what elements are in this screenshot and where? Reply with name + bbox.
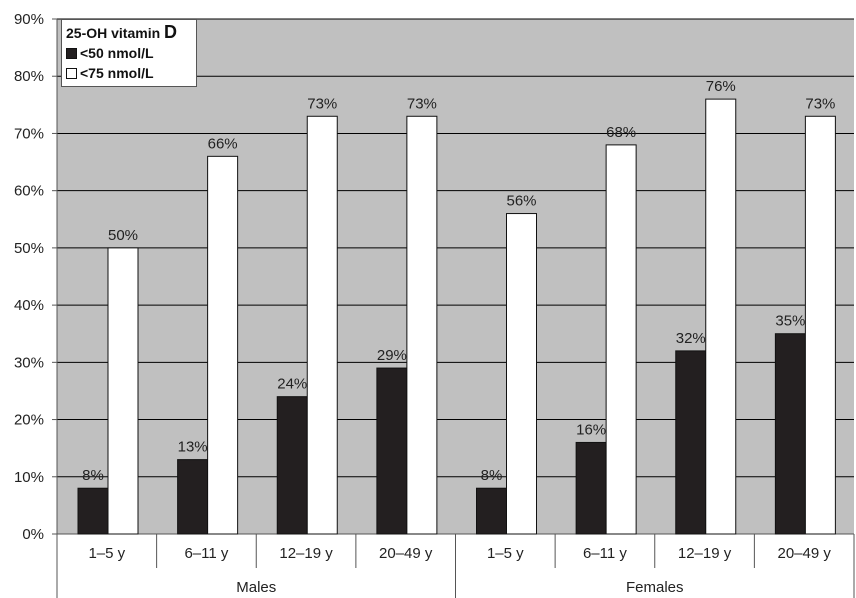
data-label: 73%	[805, 95, 835, 112]
bar-under-75	[207, 155, 239, 535]
data-label: 76%	[706, 78, 736, 95]
bar-under-50	[376, 367, 408, 535]
data-label: 32%	[676, 330, 706, 347]
bar-under-75	[406, 115, 438, 535]
x-tick-label: 20–49 y	[379, 545, 433, 562]
legend-swatch-under-75	[66, 67, 77, 79]
y-tick-label: 30%	[14, 354, 44, 371]
bar-under-75	[605, 144, 637, 535]
data-label: 24%	[277, 376, 307, 393]
x-tick-label: 20–49 y	[777, 545, 831, 562]
data-label: 56%	[506, 193, 536, 210]
data-label: 8%	[82, 467, 104, 484]
y-tick-label: 70%	[14, 125, 44, 142]
bar-under-75	[107, 247, 139, 535]
data-label: 66%	[208, 135, 238, 152]
bar-under-75	[506, 213, 537, 535]
bar-under-50	[774, 333, 806, 535]
data-label: 16%	[576, 421, 606, 438]
bar-under-50	[177, 459, 209, 535]
legend-swatch-under-50	[66, 47, 77, 59]
bar-under-50	[575, 441, 607, 535]
bar-under-75	[705, 98, 737, 535]
y-tick-label: 90%	[14, 11, 44, 28]
data-label: 13%	[178, 439, 208, 456]
bar-under-75	[804, 115, 836, 535]
y-tick-label: 80%	[14, 68, 44, 85]
bar-under-75	[306, 115, 338, 535]
x-tick-label: 12–19 y	[279, 545, 333, 562]
y-tick-label: 40%	[14, 297, 44, 314]
group-label: Females	[626, 579, 684, 596]
y-tick-label: 20%	[14, 412, 44, 429]
data-label: 68%	[606, 124, 636, 141]
legend-label-under-75: <75 nmol/L	[80, 65, 154, 81]
bar-under-50	[675, 350, 707, 535]
x-tick-label: 1–5 y	[88, 545, 125, 562]
legend: 25-OH vitamin D <50 nmol/L <75 nmol/L	[61, 19, 197, 87]
group-label: Males	[236, 579, 276, 596]
data-label: 29%	[377, 347, 407, 364]
y-tick-label: 50%	[14, 240, 44, 257]
legend-title-suffix: D	[164, 22, 178, 42]
legend-item-under-75: <75 nmol/L	[66, 63, 192, 83]
y-tick-label: 60%	[14, 183, 44, 200]
data-label: 35%	[775, 313, 805, 330]
legend-item-under-50: <50 nmol/L	[66, 43, 192, 63]
x-tick-label: 6–11 y	[583, 545, 627, 562]
bar-under-50	[476, 487, 507, 535]
data-label: 73%	[407, 95, 437, 112]
data-label: 73%	[307, 95, 337, 112]
x-tick-label: 1–5 y	[487, 545, 524, 562]
y-tick-label: 10%	[14, 469, 44, 486]
x-tick-label: 12–19 y	[678, 545, 732, 562]
legend-title: 25-OH vitamin D	[66, 22, 192, 43]
bar-under-50	[276, 396, 308, 535]
data-label: 8%	[481, 467, 503, 484]
bar-under-50	[77, 487, 109, 535]
y-tick-label: 0%	[22, 526, 44, 543]
x-tick-label: 6–11 y	[184, 545, 228, 562]
legend-title-prefix: 25-OH vitamin	[66, 25, 165, 41]
legend-label-under-50: <50 nmol/L	[80, 45, 154, 61]
data-label: 50%	[108, 227, 138, 244]
